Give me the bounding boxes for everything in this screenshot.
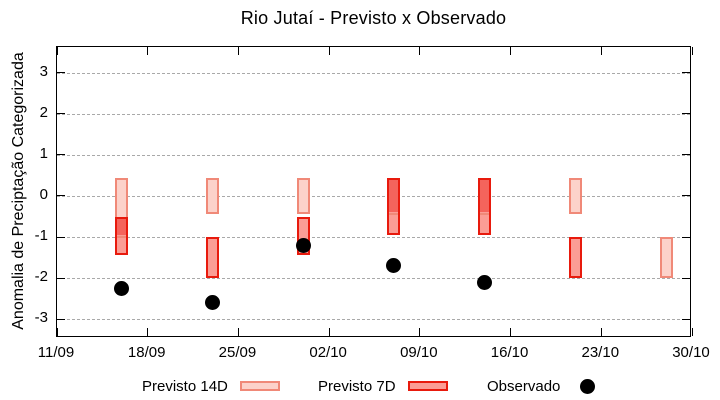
bar-14d-divider [480, 213, 490, 216]
x-tick-top [56, 47, 58, 55]
x-tick-top [237, 47, 239, 55]
bar-overlap [480, 180, 490, 213]
x-tick-label: 25/09 [218, 344, 257, 361]
gridline [57, 237, 690, 239]
bar-previsto-14d [659, 237, 673, 279]
y-tick-label: 2 [39, 103, 48, 121]
bar-previsto-14d [206, 178, 219, 215]
y-tick-left [57, 113, 65, 115]
legend-swatch-previsto-7d-icon [407, 381, 448, 391]
y-tick-left [57, 195, 65, 197]
bar-previsto-7d [568, 237, 582, 279]
x-tick-top [510, 47, 512, 55]
x-tick-bottom [691, 328, 693, 336]
observado-dot [205, 295, 220, 311]
gridline [57, 319, 690, 321]
x-tick-label: 11/09 [37, 344, 75, 361]
x-tick-label: 02/10 [309, 344, 347, 361]
observado-dot [114, 280, 130, 296]
x-tick-label: 18/09 [127, 344, 166, 361]
bar-previsto-7d [206, 237, 219, 279]
y-tick-right [682, 154, 690, 156]
gridline [57, 154, 690, 156]
y-tick-right [682, 277, 690, 279]
x-tick-bottom [56, 328, 58, 336]
legend-label-observado: Observado [487, 377, 561, 395]
y-tick-right [682, 195, 690, 197]
y-tick-left [57, 154, 65, 156]
y-tick-right [682, 72, 690, 74]
y-tick-left [57, 236, 65, 238]
x-tick-bottom [147, 328, 149, 336]
observado-dot [295, 237, 311, 253]
x-tick-top [600, 47, 602, 55]
y-tick-right [682, 318, 690, 320]
legend-item-observado: Observado [487, 377, 596, 395]
gridline [57, 113, 690, 115]
bar-overlap [389, 180, 399, 213]
x-tick-bottom [600, 328, 602, 336]
bar-14d-divider [389, 213, 399, 216]
legend-label-previsto-14d: Previsto 14D [142, 377, 228, 395]
gridline [57, 195, 690, 197]
y-tick-right [682, 113, 690, 115]
gridline [57, 278, 690, 280]
legend-item-previsto-14d: Previsto 14D [142, 377, 280, 395]
x-tick-label: 16/10 [490, 344, 529, 361]
bar-overlap [117, 218, 127, 236]
y-tick-left [57, 72, 65, 74]
y-tick-label: -1 [34, 227, 48, 245]
x-tick-label: 30/10 [672, 344, 710, 361]
observado-dot [477, 274, 493, 290]
x-tick-bottom [237, 328, 239, 336]
legend-marker-observado-icon [580, 378, 596, 394]
x-tick-bottom [510, 328, 512, 336]
legend-item-previsto-7d: Previsto 7D [318, 377, 448, 395]
y-tick-label: 1 [39, 144, 48, 162]
x-tick-top [419, 47, 421, 55]
gridline [57, 72, 690, 74]
y-tick-left [57, 318, 65, 320]
x-tick-bottom [419, 328, 421, 336]
x-tick-top [691, 47, 693, 55]
bar-14d-divider [117, 236, 127, 239]
x-tick-label: 09/10 [400, 344, 438, 361]
x-tick-top [147, 47, 149, 55]
bar-previsto-14d [296, 178, 310, 215]
legend-swatch-previsto-14d-icon [239, 381, 280, 391]
legend-label-previsto-7d: Previsto 7D [318, 377, 396, 395]
y-tick-label: -3 [34, 309, 48, 327]
x-tick-top [328, 47, 330, 55]
y-tick-right [682, 236, 690, 238]
y-tick-label: 0 [39, 185, 48, 203]
y-tick-label: 3 [39, 62, 48, 80]
x-tick-bottom [328, 328, 330, 336]
bar-previsto-14d [568, 178, 582, 215]
plot-area [56, 46, 693, 337]
y-tick-label: -2 [34, 268, 48, 286]
chart-title: Rio Jutaí - Previsto x Observado [240, 8, 507, 28]
x-tick-label: 23/10 [581, 344, 620, 361]
observado-dot [386, 258, 402, 274]
y-tick-left [57, 277, 65, 279]
